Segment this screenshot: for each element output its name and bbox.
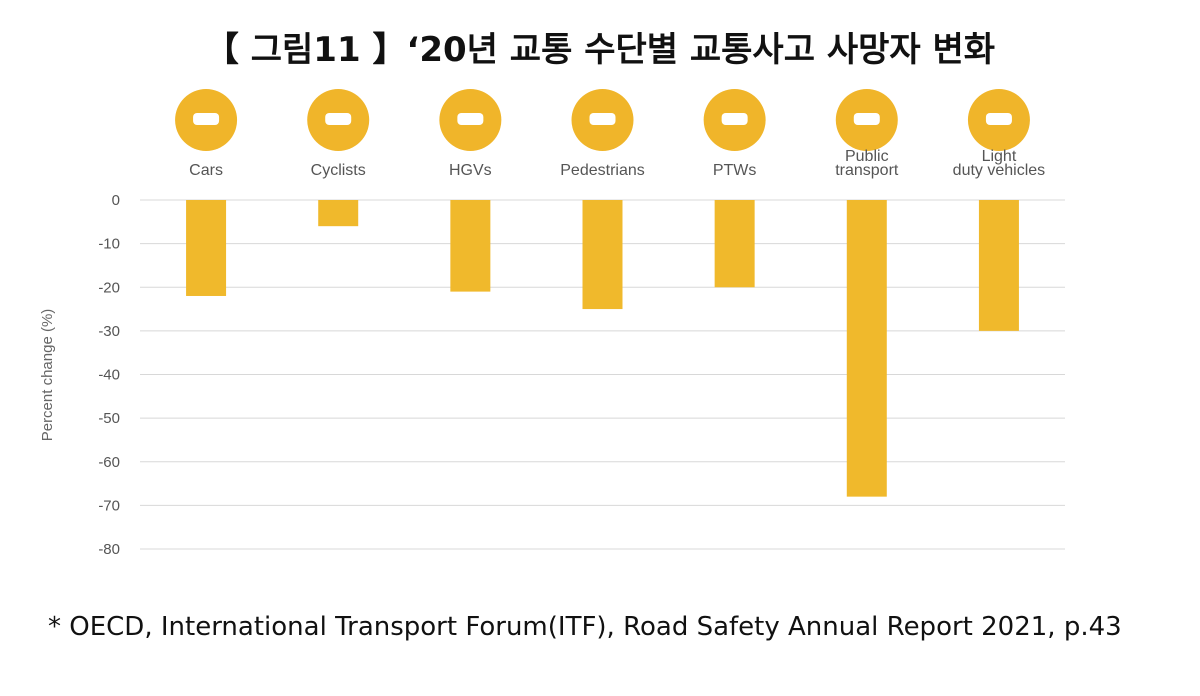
x-tick-label: Pedestrians — [560, 162, 645, 179]
y-tick-label: -50 — [98, 410, 120, 427]
y-tick-label: -20 — [98, 279, 120, 296]
bar — [582, 200, 623, 310]
bar — [450, 200, 491, 292]
y-tick-label: -70 — [98, 497, 120, 514]
footnote: * OECD, International Transport Forum(IT… — [48, 612, 1122, 642]
x-tick-label: Cars — [189, 162, 223, 179]
icon-glyph — [589, 113, 616, 125]
y-axis-label: Percent change (%) — [39, 309, 56, 442]
y-tick-label: -60 — [98, 454, 120, 471]
y-tick-label: 0 — [112, 192, 120, 209]
bar — [978, 200, 1019, 331]
x-tick-label: Light duty vehicles — [952, 148, 1046, 179]
bar — [186, 200, 227, 296]
bar — [714, 200, 755, 288]
y-tick-label: -30 — [98, 323, 120, 340]
icon-glyph — [853, 113, 880, 125]
bar — [318, 200, 359, 227]
icon-glyph — [985, 113, 1012, 125]
x-tick-label: Cyclists — [310, 162, 366, 179]
bar — [846, 200, 887, 497]
icon-glyph — [457, 113, 484, 125]
icon-glyph — [325, 113, 352, 125]
icon-glyph — [193, 113, 220, 125]
x-tick-label: PTWs — [712, 162, 757, 179]
page-title: 【 그림11 】‘20년 교통 수단별 교통사고 사망자 변화 — [204, 30, 996, 70]
y-tick-label: -80 — [98, 541, 120, 558]
x-tick-label: HGVs — [449, 162, 492, 179]
y-tick-label: -40 — [98, 367, 120, 384]
y-tick-label: -10 — [98, 236, 120, 253]
x-tick-label: Public transport — [835, 148, 899, 179]
icon-glyph — [721, 113, 748, 125]
